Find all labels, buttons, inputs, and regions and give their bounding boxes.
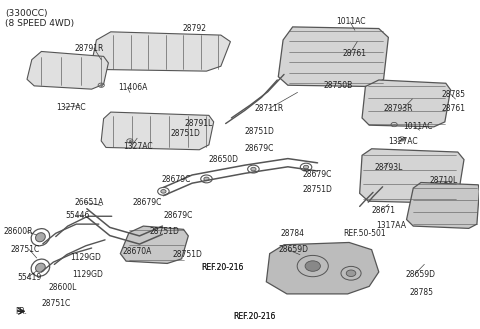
Text: 11406A: 11406A [118, 83, 147, 92]
Text: 28751C: 28751C [10, 245, 39, 254]
Text: 28792: 28792 [182, 24, 206, 33]
Text: 28670A: 28670A [123, 247, 152, 256]
Ellipse shape [204, 177, 209, 181]
Text: 55419: 55419 [17, 273, 42, 282]
Text: 1317AA: 1317AA [376, 221, 407, 230]
Text: FR.: FR. [15, 307, 27, 316]
Text: REF.20-216: REF.20-216 [233, 312, 275, 321]
Text: 28791R: 28791R [75, 44, 104, 53]
Text: REF.20-216: REF.20-216 [233, 312, 275, 321]
Text: 28751C: 28751C [41, 299, 71, 308]
Polygon shape [278, 27, 388, 87]
Text: 1327AC: 1327AC [388, 137, 418, 146]
Text: 28785: 28785 [410, 288, 434, 297]
Text: 1129GD: 1129GD [72, 270, 103, 279]
Text: 28659D: 28659D [405, 270, 435, 279]
Text: 1327AC: 1327AC [56, 103, 85, 112]
Text: 28751D: 28751D [170, 129, 201, 138]
Text: (8 SPEED 4WD): (8 SPEED 4WD) [5, 19, 74, 28]
Ellipse shape [161, 190, 166, 193]
Ellipse shape [303, 165, 309, 169]
Text: 28793L: 28793L [374, 163, 402, 172]
Text: 1327AC: 1327AC [123, 142, 152, 151]
Text: 28750B: 28750B [324, 81, 353, 90]
Ellipse shape [346, 270, 356, 277]
Polygon shape [266, 242, 379, 294]
Text: 28671: 28671 [372, 206, 396, 215]
Text: 28679C: 28679C [132, 198, 162, 207]
Text: 28679C: 28679C [161, 175, 191, 184]
Text: 28679C: 28679C [302, 170, 332, 179]
Text: 28751D: 28751D [173, 250, 203, 259]
Text: 1011AC: 1011AC [336, 17, 365, 27]
Text: 1129GD: 1129GD [70, 253, 101, 262]
Text: 28650D: 28650D [209, 155, 239, 164]
Text: 26651A: 26651A [75, 198, 104, 207]
Ellipse shape [251, 167, 256, 171]
Ellipse shape [36, 263, 45, 272]
Polygon shape [101, 112, 214, 150]
Ellipse shape [36, 233, 45, 242]
Text: 1011AC: 1011AC [403, 122, 432, 131]
Text: 28659D: 28659D [278, 245, 308, 254]
Text: 28711R: 28711R [254, 104, 284, 113]
Polygon shape [120, 226, 188, 264]
Polygon shape [362, 80, 451, 127]
Polygon shape [360, 149, 464, 203]
Polygon shape [407, 183, 480, 228]
Text: 28791L: 28791L [185, 119, 213, 128]
Text: (3300CC): (3300CC) [5, 9, 48, 18]
Text: 28784: 28784 [281, 229, 305, 238]
Text: 28679C: 28679C [163, 211, 193, 220]
Text: 28751D: 28751D [149, 227, 179, 236]
Text: 28600R: 28600R [3, 227, 33, 236]
Text: 28751D: 28751D [302, 185, 332, 193]
Ellipse shape [305, 261, 321, 271]
Polygon shape [27, 51, 108, 89]
Text: 28785: 28785 [441, 89, 465, 99]
Text: 28793R: 28793R [384, 104, 413, 113]
Text: REF.20-216: REF.20-216 [202, 263, 244, 272]
Text: REF.50-501: REF.50-501 [343, 229, 385, 238]
Polygon shape [92, 32, 230, 71]
Text: 28600L: 28600L [48, 283, 77, 292]
Text: 28751D: 28751D [245, 127, 275, 136]
Text: 28761: 28761 [343, 49, 367, 58]
Text: REF.20-216: REF.20-216 [202, 263, 244, 272]
Text: 28679C: 28679C [245, 144, 274, 153]
Text: 28710L: 28710L [429, 176, 457, 185]
Text: 28761: 28761 [441, 104, 465, 113]
Text: 55446: 55446 [65, 211, 90, 220]
